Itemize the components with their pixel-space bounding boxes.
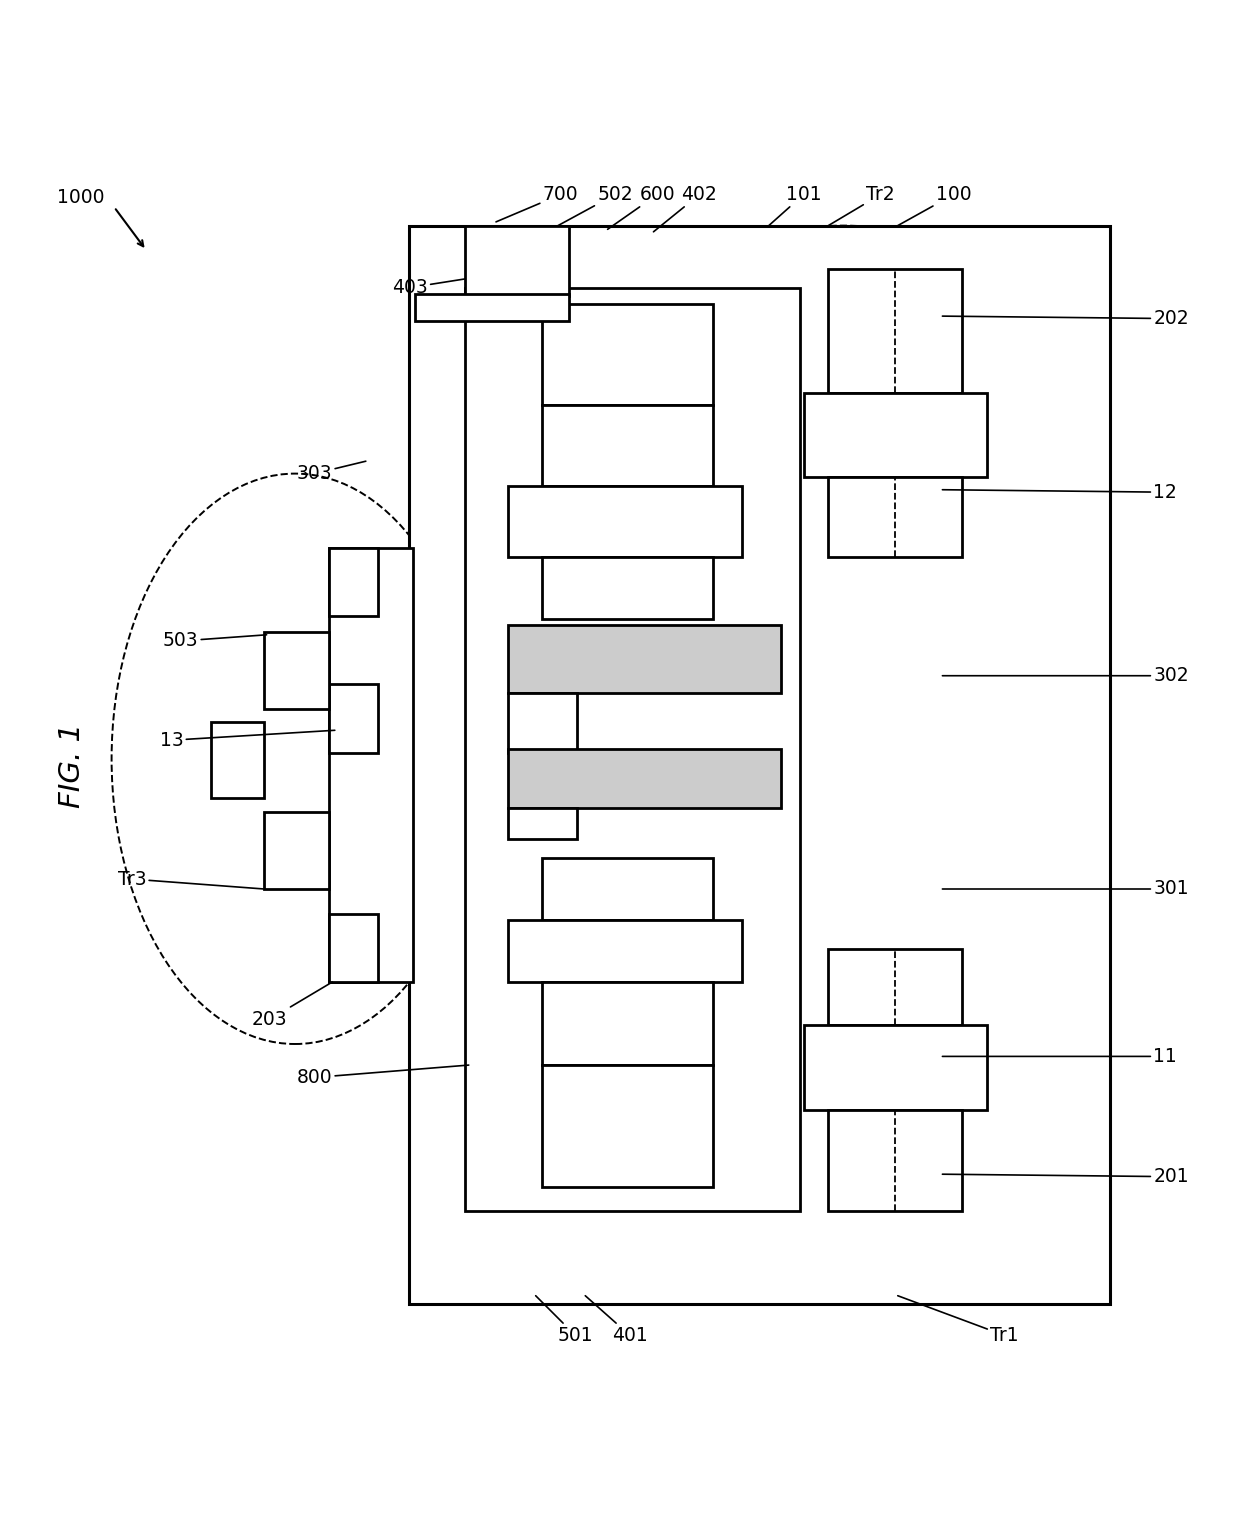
Text: Tr1: Tr1 xyxy=(898,1296,1019,1345)
Bar xyxy=(329,548,413,982)
Text: 13: 13 xyxy=(160,730,335,750)
Text: 201: 201 xyxy=(942,1167,1189,1186)
Text: 501: 501 xyxy=(536,1296,593,1345)
Text: 303: 303 xyxy=(296,461,366,483)
Text: FIG. 1: FIG. 1 xyxy=(58,722,86,808)
Text: 12: 12 xyxy=(942,482,1177,502)
Text: 302: 302 xyxy=(942,666,1189,685)
Bar xyxy=(508,920,742,982)
Bar xyxy=(409,225,1110,1305)
Bar xyxy=(828,949,962,1025)
Text: Tr3: Tr3 xyxy=(118,869,264,889)
Text: 100: 100 xyxy=(898,185,971,225)
Text: 502: 502 xyxy=(558,185,632,225)
Bar xyxy=(329,913,378,982)
Bar xyxy=(542,982,713,1065)
Bar xyxy=(542,1065,713,1187)
Bar xyxy=(465,288,800,1212)
Bar xyxy=(264,812,329,889)
Bar xyxy=(508,487,742,557)
Text: 800: 800 xyxy=(296,1065,469,1086)
Bar xyxy=(804,1025,987,1109)
Bar xyxy=(508,624,781,693)
Text: 403: 403 xyxy=(392,278,465,297)
Bar xyxy=(329,684,378,753)
Text: 101: 101 xyxy=(769,185,821,225)
Bar xyxy=(211,722,264,799)
Text: 401: 401 xyxy=(585,1296,647,1345)
Bar xyxy=(828,477,962,557)
Bar xyxy=(804,393,987,477)
Bar xyxy=(828,269,962,393)
Bar xyxy=(329,548,378,617)
Bar xyxy=(508,808,577,840)
Bar xyxy=(542,858,713,920)
Text: 402: 402 xyxy=(653,185,717,233)
Bar xyxy=(828,1109,962,1212)
Bar xyxy=(508,748,781,808)
Bar xyxy=(542,557,713,618)
Text: 600: 600 xyxy=(608,185,675,230)
Text: 503: 503 xyxy=(162,632,267,650)
Text: 1000: 1000 xyxy=(57,188,104,207)
Text: 301: 301 xyxy=(942,880,1189,898)
Bar xyxy=(542,405,713,487)
Text: 203: 203 xyxy=(252,982,332,1028)
Bar xyxy=(508,693,577,753)
Text: 202: 202 xyxy=(942,309,1189,327)
Bar xyxy=(542,304,713,405)
Bar xyxy=(465,225,569,297)
Bar xyxy=(264,632,329,710)
Text: Tr2: Tr2 xyxy=(828,185,895,225)
Text: 700: 700 xyxy=(496,185,578,222)
Bar xyxy=(415,294,569,321)
Text: 11: 11 xyxy=(942,1047,1177,1066)
